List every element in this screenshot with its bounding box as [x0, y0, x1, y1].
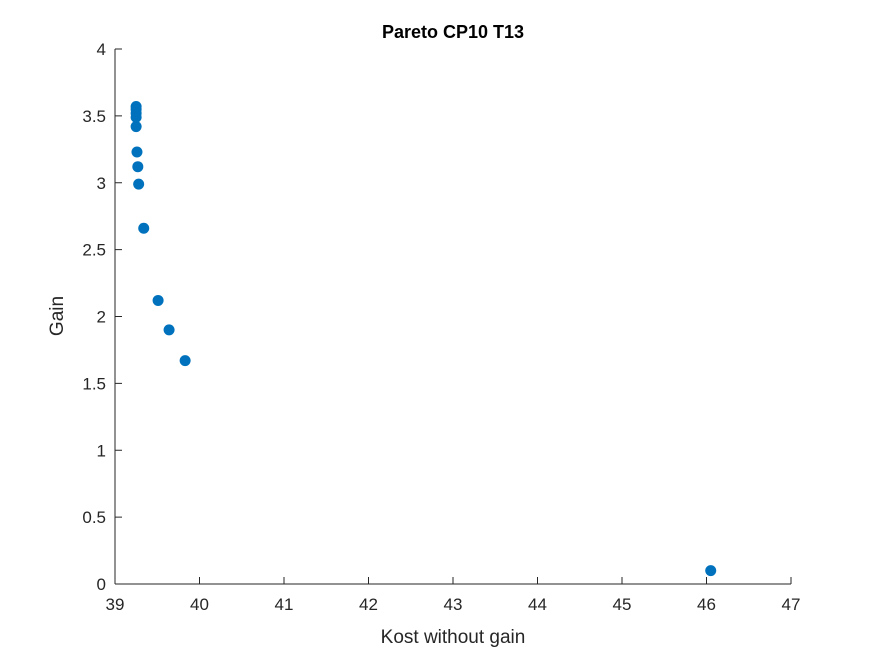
- chart-title: Pareto CP10 T13: [382, 22, 524, 42]
- y-tick-label: 1: [97, 441, 106, 460]
- x-tick-label: 40: [190, 595, 209, 614]
- y-tick-label: 3.5: [82, 107, 106, 126]
- x-tick-label: 41: [275, 595, 294, 614]
- data-point: [163, 324, 175, 336]
- y-tick-label: 4: [97, 40, 106, 59]
- y-tick-label: 1.5: [82, 374, 106, 393]
- data-point: [705, 565, 717, 577]
- y-tick-label: 2: [97, 308, 106, 327]
- x-axis-label: Kost without gain: [381, 627, 526, 648]
- x-tick-label: 47: [782, 595, 801, 614]
- x-tick-label: 44: [528, 595, 547, 614]
- x-tick-label: 45: [613, 595, 632, 614]
- data-points: [130, 101, 717, 577]
- data-point: [132, 161, 144, 173]
- data-point: [152, 294, 164, 306]
- data-point: [130, 111, 142, 123]
- data-point: [133, 178, 145, 190]
- y-tick-label: 3: [97, 174, 106, 193]
- y-tick-label: 0: [97, 575, 106, 594]
- data-point: [131, 146, 143, 158]
- y-tick-label: 2.5: [82, 241, 106, 260]
- plot-area: [115, 49, 791, 584]
- x-tick-label: 39: [106, 595, 125, 614]
- data-point: [130, 121, 142, 133]
- data-point: [138, 222, 150, 234]
- x-tick-label: 46: [697, 595, 716, 614]
- x-tick-label: 43: [444, 595, 463, 614]
- axes: 39 40 41 42 43 44 45 46 47 0 0.5 1 1.5 2 2.5 3 3.5 4: [82, 40, 800, 614]
- x-tick-label: 42: [359, 595, 378, 614]
- data-point: [179, 355, 191, 367]
- y-axis-label: Gain: [47, 296, 68, 336]
- y-tick-label: 0.5: [82, 508, 106, 527]
